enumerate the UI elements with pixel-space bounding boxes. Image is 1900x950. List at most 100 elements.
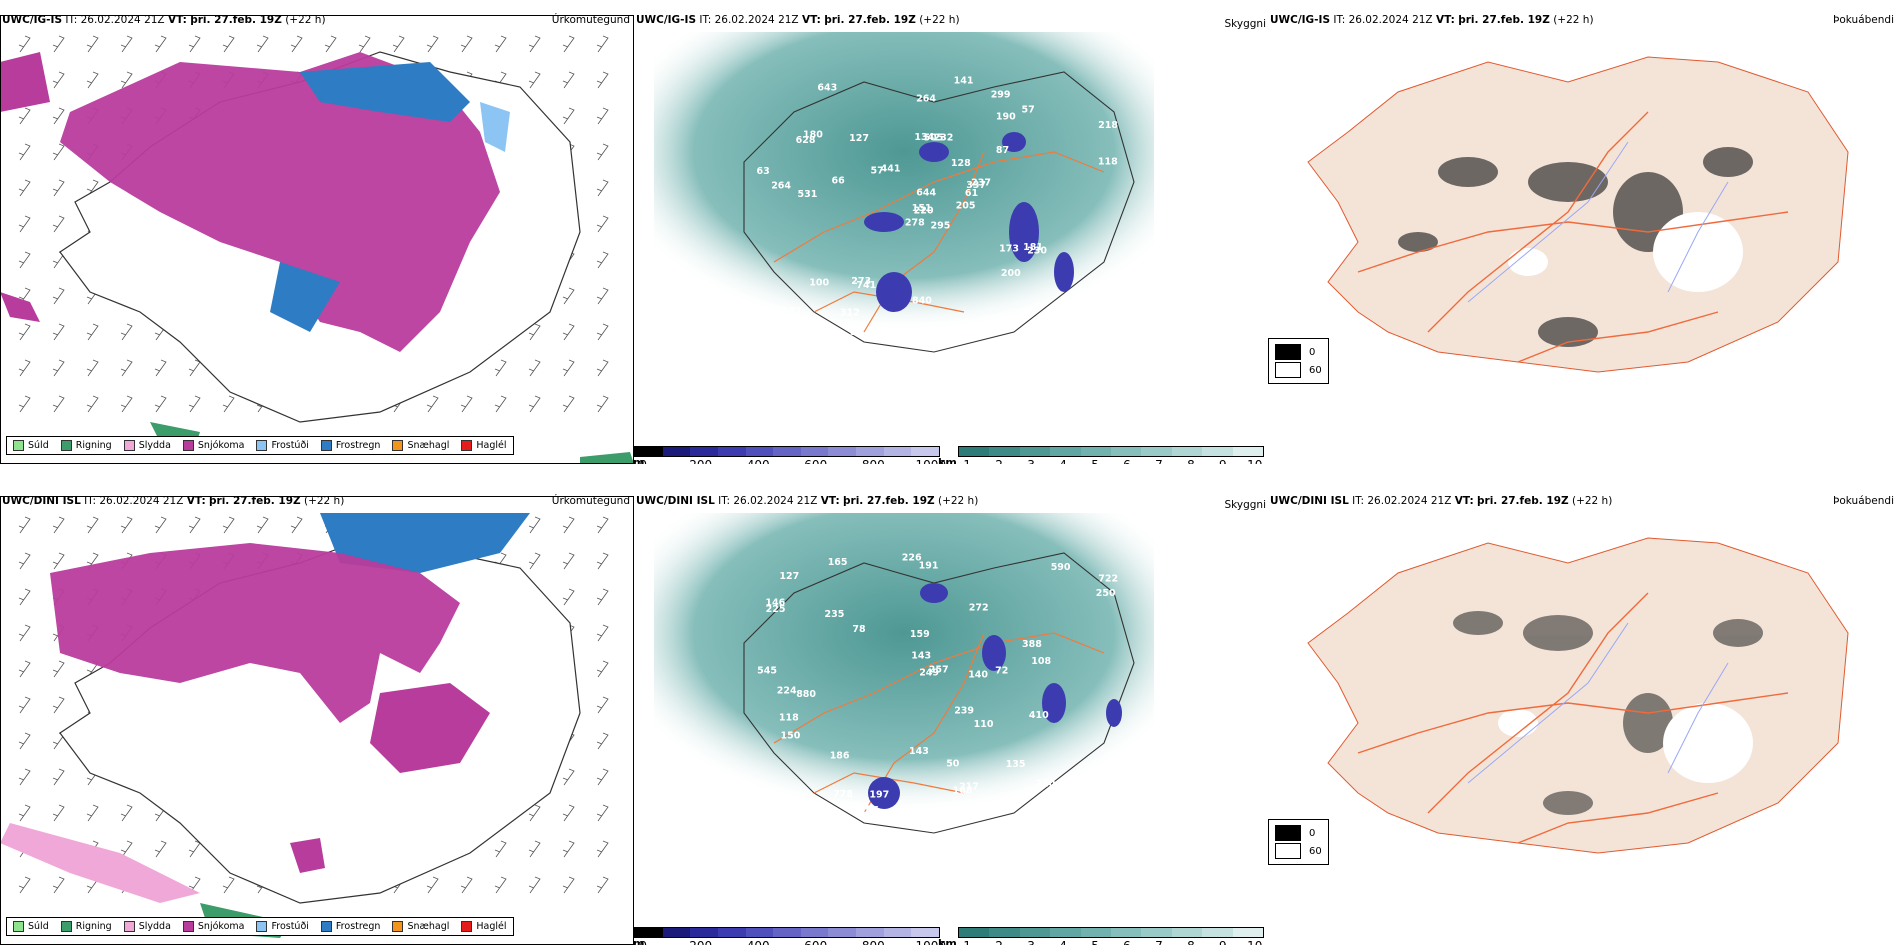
wind-barb [256, 35, 269, 53]
wind-barb [120, 516, 133, 534]
wind-barb [154, 395, 167, 413]
ceiling-peak-label: 140 [968, 669, 988, 680]
colorbar-step [1080, 928, 1112, 937]
precip-panel-row1: UWC/IG-IS IT: 26.02.2024 21Z VT: þri. 27… [0, 12, 634, 464]
field-title: Úrkomutegund [551, 495, 630, 507]
wind-barb [52, 35, 65, 53]
colorbar-step [1232, 447, 1264, 456]
wind-barb [188, 395, 201, 413]
ceiling-peak-label: 101 [1036, 819, 1056, 830]
colorbar-step [856, 928, 884, 937]
ceiling-peak-label: 257 [929, 665, 949, 676]
wind-barb [18, 732, 31, 750]
legend-item: Slydda [123, 440, 171, 451]
wind-barb [188, 35, 201, 53]
wind-barb [52, 804, 65, 822]
ceiling-peak-label: 388 [1022, 639, 1042, 650]
legend-item: Frostúði [256, 921, 309, 932]
glacier [1663, 703, 1753, 783]
wind-barb [596, 287, 609, 305]
wind-barb [18, 696, 31, 714]
ceiling-peak-label: 264 [916, 93, 936, 104]
colorbar-step [1202, 928, 1233, 937]
ceiling-peak-label: 57 [1022, 105, 1035, 116]
wind-barb [18, 143, 31, 161]
wind-barb [120, 323, 133, 341]
it-label: IT: [84, 495, 97, 507]
lead-time: (+22 h) [303, 495, 345, 507]
visibility-ticks: 1 2 3 4 5 6 7 8 9 10 [958, 939, 1264, 945]
wind-barb [596, 588, 609, 606]
fog-swatch [1275, 362, 1301, 378]
wind-barb [222, 516, 235, 534]
wind-barb [596, 840, 609, 858]
colorbar-step [883, 447, 912, 456]
ceiling-peak-label: 545 [757, 666, 777, 677]
legend-swatch [392, 921, 404, 932]
ceiling-peak-label: 281 [1088, 301, 1108, 312]
legend-swatch [320, 921, 332, 932]
colorbar-step [773, 447, 801, 456]
colorbar-step [1202, 447, 1233, 456]
precip-map [0, 513, 609, 938]
wind-barb [188, 516, 201, 534]
wind-barb [188, 876, 201, 894]
wind-barb [52, 323, 65, 341]
wind-barb [290, 35, 303, 53]
fog-swatch [1275, 825, 1301, 841]
wind-barb [52, 179, 65, 197]
ceiling-patches [864, 132, 1074, 312]
colorbar-step [800, 928, 829, 937]
ceiling-peak-label: 218 [1098, 120, 1118, 131]
wind-barb [324, 35, 337, 53]
wind-barb [154, 35, 167, 53]
wind-barb [562, 395, 575, 413]
ceiling-bar-fill [634, 927, 940, 938]
wind-barb [562, 323, 575, 341]
visibility-ticks: 1 2 3 4 5 6 7 8 9 10 [958, 458, 1264, 464]
colorbar-step [800, 447, 829, 456]
ceiling-peak-label: 78 [852, 624, 866, 635]
frostregn-region [320, 513, 530, 573]
ceiling-peak-label: 273 [851, 276, 871, 287]
ceiling-peak-label: 232 [934, 133, 954, 144]
wind-barb [18, 251, 31, 269]
colorbar-tick-label: 3 [1027, 458, 1035, 464]
colorbar-tick-label: 9 [1219, 458, 1227, 464]
ceiling-peak-label: 531 [798, 189, 818, 200]
visibility-bar-fill [958, 927, 1264, 938]
model-name: UWC/DINI ISL [636, 495, 715, 507]
colorbar-step [662, 447, 691, 456]
legend-item: Súld [13, 921, 49, 932]
fog-panel-row1: UWC/IG-IS IT: 26.02.2024 21Z VT: þri. 27… [1268, 12, 1900, 464]
wind-barb [596, 71, 609, 89]
ceiling-peak-label: 186 [830, 750, 850, 761]
ceiling-peak-labels: 295 628 220 177 337 741 299 232 190 205 643 199 531 2… [757, 76, 1119, 347]
wind-barb [562, 768, 575, 786]
legend-item: Súld [13, 440, 49, 451]
model-name: UWC/DINI ISL [2, 495, 81, 507]
wind-barb [426, 876, 439, 894]
visibility-colorbar: 1 2 3 4 5 6 7 8 9 10 km [938, 446, 1264, 464]
ceiling-peak-label: 235 [825, 609, 845, 620]
colorbar-step [959, 447, 990, 456]
colorbar-step [773, 928, 801, 937]
ceiling-peak-label: 224 [777, 685, 797, 696]
wind-barb [426, 395, 439, 413]
colorbar-tick-label: 1000 [916, 939, 947, 945]
visibility-bar-fill [958, 446, 1264, 457]
wind-barb [460, 395, 473, 413]
legend-swatch [13, 440, 24, 451]
wind-barb [18, 107, 31, 125]
ceiling-peak-label: 150 [781, 731, 801, 742]
colorbar-tick-label: 800 [862, 939, 885, 945]
wind-barb [52, 516, 65, 534]
snow-region [0, 292, 40, 322]
wind-barb [18, 516, 31, 534]
ceiling-peak-label: 66 [832, 175, 846, 186]
wind-barb [460, 35, 473, 53]
ceiling-peak-label: 190 [996, 112, 1016, 123]
legend-item: Snjókoma [182, 921, 244, 932]
wind-barb [562, 876, 575, 894]
ceiling-peak-label: 278 [905, 218, 925, 229]
